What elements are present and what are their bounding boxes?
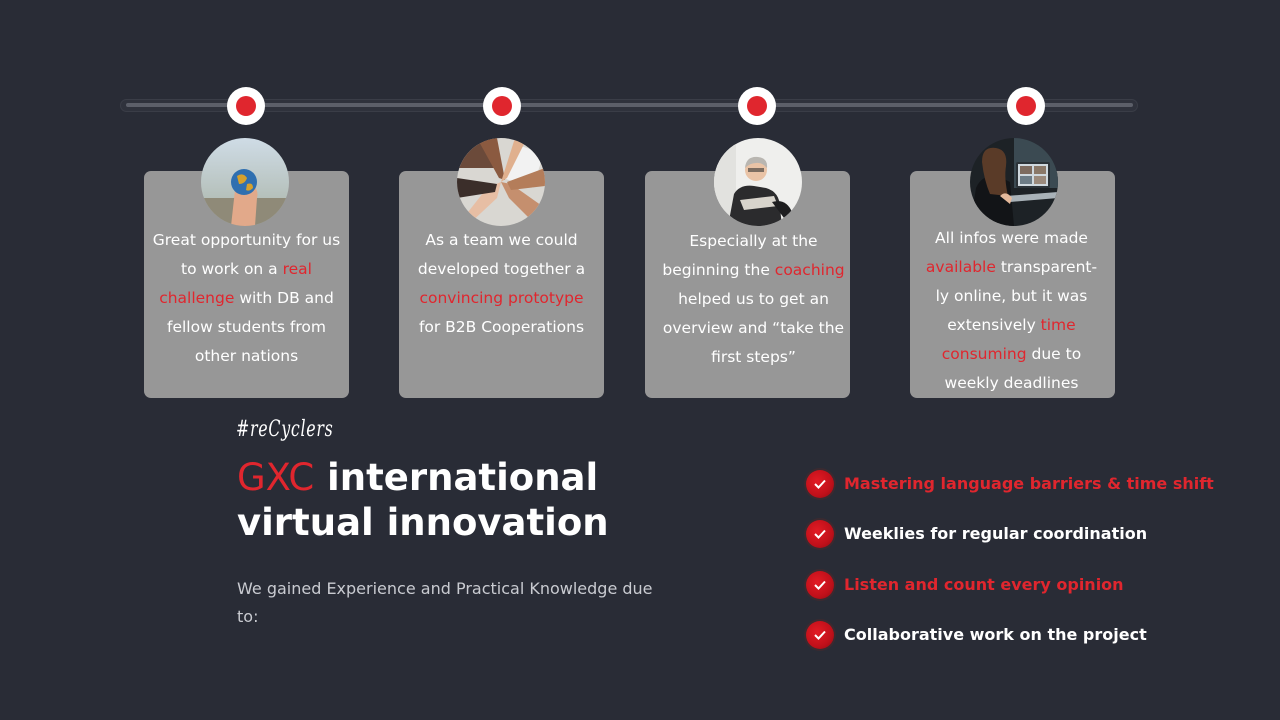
check-icon — [806, 621, 834, 649]
card-highlight-text: time consuming — [941, 316, 1076, 363]
globe-in-hand-photo-icon — [201, 138, 289, 226]
timeline-marker-1 — [227, 87, 265, 125]
card-text: All infos were made available transparen… — [920, 224, 1103, 398]
experience-card-4: All infos were made available transparen… — [910, 171, 1115, 398]
timeline-line — [126, 103, 1133, 107]
timeline-marker-4 — [1007, 87, 1045, 125]
card-text-segment: As a team we could developed together a — [417, 231, 586, 278]
card-highlight-text: convincing prototype — [419, 289, 584, 307]
card-text: Especially at the beginning the coaching… — [659, 227, 848, 372]
timeline-marker-2 — [483, 87, 521, 125]
card-highlight-text: real challenge — [159, 260, 312, 307]
headline: GXC international virtual innovation — [237, 455, 609, 545]
check-icon — [806, 520, 834, 548]
online-meeting-photo-icon — [970, 138, 1058, 226]
headline-line1-rest: international — [314, 456, 599, 499]
card-text-segment: transparent-ly online, but it was extens… — [935, 258, 1098, 334]
checklist-label: Listen and count every opinion — [844, 575, 1124, 594]
team-hands-photo-icon — [457, 138, 545, 226]
checklist-label: Collaborative work on the project — [844, 625, 1147, 644]
card-text-segment: Especially at the beginning the — [662, 232, 818, 279]
card-highlight-text: available — [925, 258, 996, 276]
card-text: As a team we could developed together a … — [407, 226, 596, 342]
coach-photo-icon — [714, 138, 802, 226]
headline-line2: virtual innovation — [237, 501, 609, 544]
checklist-label: Mastering language barriers & time shift — [844, 474, 1214, 493]
card-text-segment: Great opportunity for us to work on a — [152, 231, 341, 278]
card-text-segment: with DB and fellow students from other n… — [166, 289, 334, 365]
card-text-segment: helped us to get an overview and “take t… — [662, 290, 845, 366]
check-icon — [806, 571, 834, 599]
card-text-segment: for B2B Cooperations — [418, 318, 585, 336]
checklist-label: Weeklies for regular coordination — [844, 524, 1148, 543]
card-text-segment: due to weekly deadlines — [944, 345, 1082, 392]
hashtag-logo: #reCyclers — [236, 417, 334, 442]
check-icon — [806, 470, 834, 498]
card-highlight-text: coaching — [774, 261, 845, 279]
intro-text: We gained Experience and Practical Knowl… — [237, 579, 653, 626]
timeline-marker-3 — [738, 87, 776, 125]
headline-brand: GXC — [237, 456, 315, 499]
card-text-segment: All infos were made — [935, 229, 1088, 247]
card-text: Great opportunity for us to work on a re… — [152, 226, 341, 371]
